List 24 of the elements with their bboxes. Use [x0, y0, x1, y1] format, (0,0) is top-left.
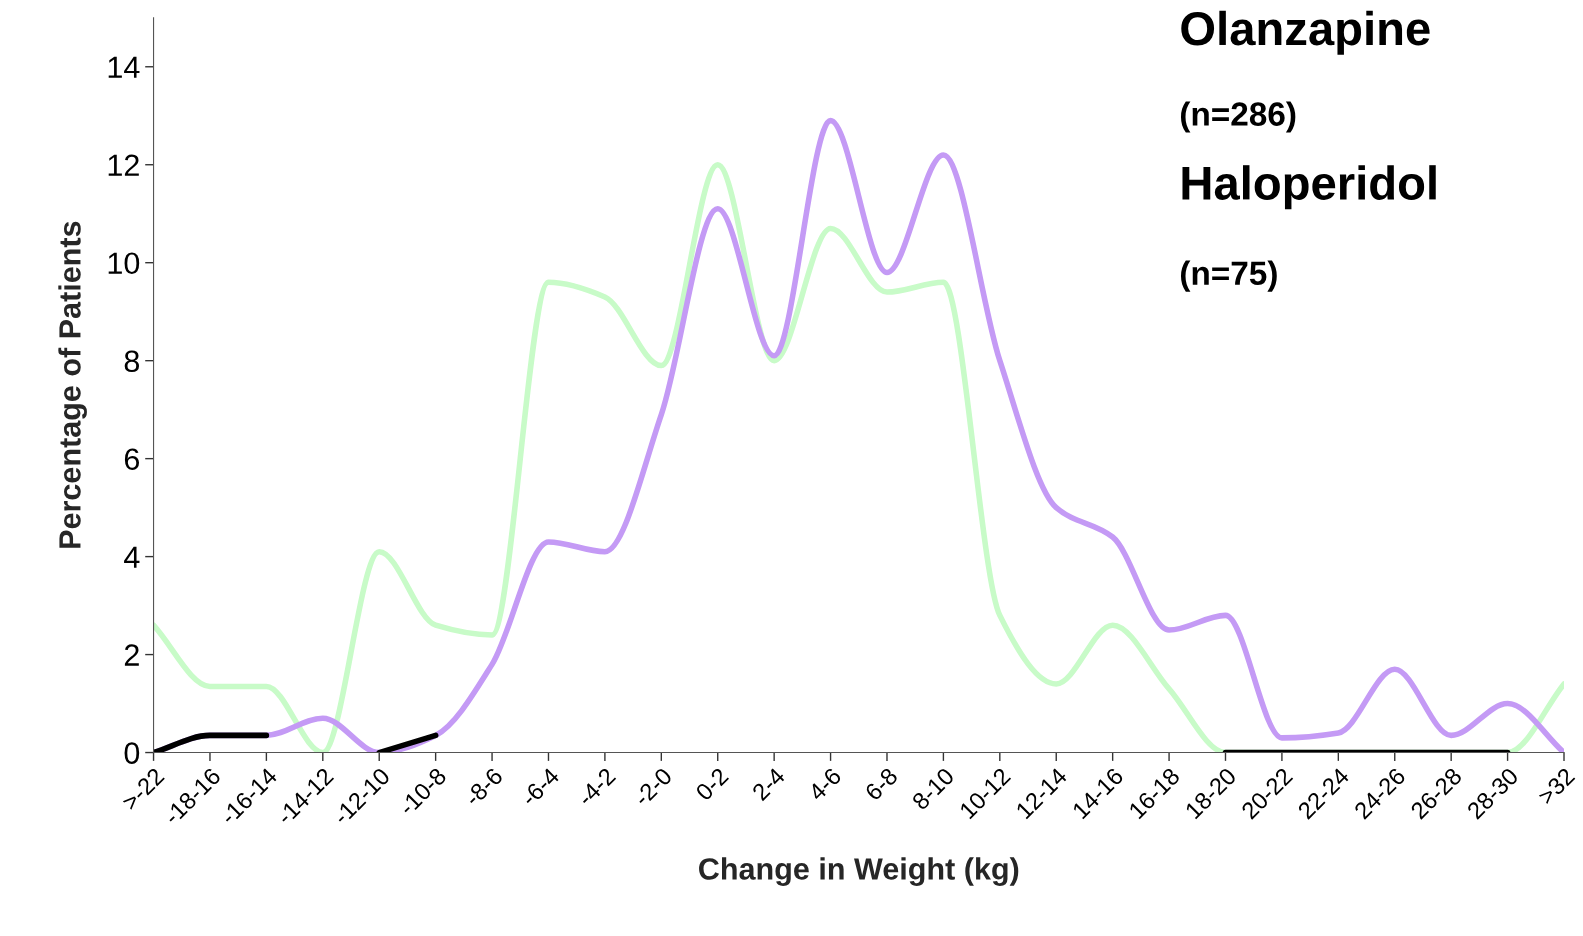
x-axis-title: Change in Weight (kg) [699, 857, 1019, 886]
annotation: Haloperidol [1182, 165, 1436, 210]
x-tick-label: -2-0 [632, 766, 673, 807]
x-tick-label: 6-8 [864, 766, 899, 802]
x-tick-label: 8-10 [911, 766, 956, 811]
annotation: Olanzapine [1181, 10, 1430, 55]
annotation: (n=75) [1181, 260, 1277, 292]
x-tick-label: 0-2 [694, 767, 730, 802]
x-tick-label: >32 [1536, 767, 1576, 806]
annotation: (n=286) [1181, 101, 1296, 133]
y-tick-label: 4 [124, 546, 140, 568]
y-tick-label: 10 [108, 252, 140, 275]
y-axis-title: Percentage of Patients [58, 221, 87, 548]
x-tick-label: 4-6 [807, 766, 843, 802]
y-tick-label: 12 [108, 154, 139, 176]
x-tick-label: -6-4 [519, 766, 561, 807]
x-tick-label: -4-2 [576, 767, 617, 807]
y-tick-label: 0 [124, 742, 140, 764]
y-tick-label: 6 [124, 448, 140, 471]
y-tick-label: 2 [124, 644, 139, 666]
x-tick-label: 2-4 [751, 766, 786, 802]
y-tick-label: 14 [108, 56, 140, 78]
x-tick-label: -8-6 [463, 766, 504, 807]
y-tick-label: 8 [124, 350, 140, 373]
